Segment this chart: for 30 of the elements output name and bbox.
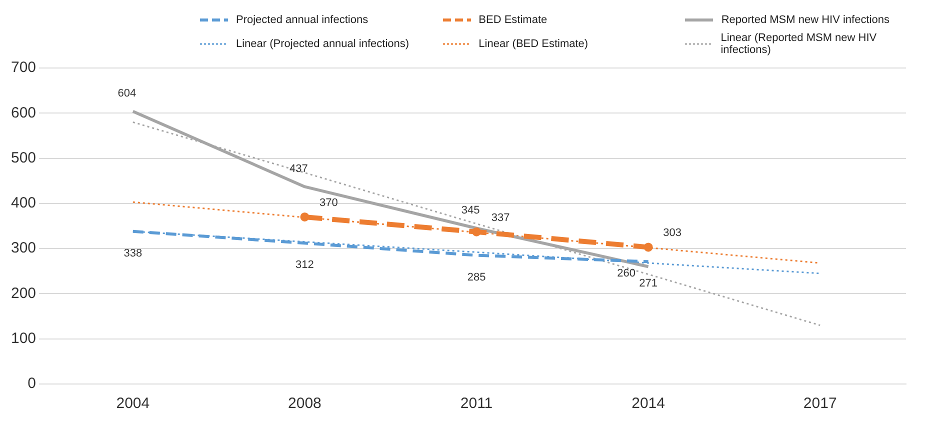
y-tick-label: 200: [10, 284, 36, 302]
x-tick-label: 2017: [803, 395, 837, 412]
data-label: 303: [663, 227, 682, 240]
data-label: 437: [290, 162, 308, 175]
y-tick-label: 700: [10, 59, 36, 76]
data-label: 285: [467, 271, 486, 284]
legend-label: Projected annual infections: [236, 14, 368, 26]
data-label: 338: [124, 247, 142, 260]
data-label: 604: [118, 87, 136, 100]
y-tick-label: 100: [10, 330, 36, 347]
legend-label: BED Estimate: [478, 14, 548, 26]
data-label: 337: [491, 212, 510, 224]
y-tick-label: 600: [10, 104, 36, 122]
x-tick-label: 2008: [288, 395, 322, 412]
data-label: 370: [320, 197, 338, 210]
data-label: 312: [296, 259, 314, 272]
y-tick-label: 400: [10, 194, 36, 212]
y-tick-label: 500: [10, 149, 36, 166]
legend-label: Linear (BED Estimate): [478, 38, 588, 50]
x-tick-label: 2014: [632, 395, 665, 412]
x-tick-label: 2004: [116, 395, 150, 412]
data-label: 271: [639, 278, 658, 290]
data-label: 260: [617, 268, 636, 280]
x-tick-label: 2011: [460, 395, 493, 412]
y-tick-label: 300: [10, 240, 36, 257]
legend-label: Reported MSM new HIV infections: [721, 14, 890, 26]
legend-label: Linear (Projected annual infections): [236, 38, 410, 50]
legend-label: Linear (Reported MSM new HIV infections): [720, 32, 878, 56]
data-label: 345: [461, 204, 480, 216]
y-tick-label: 0: [28, 375, 36, 392]
